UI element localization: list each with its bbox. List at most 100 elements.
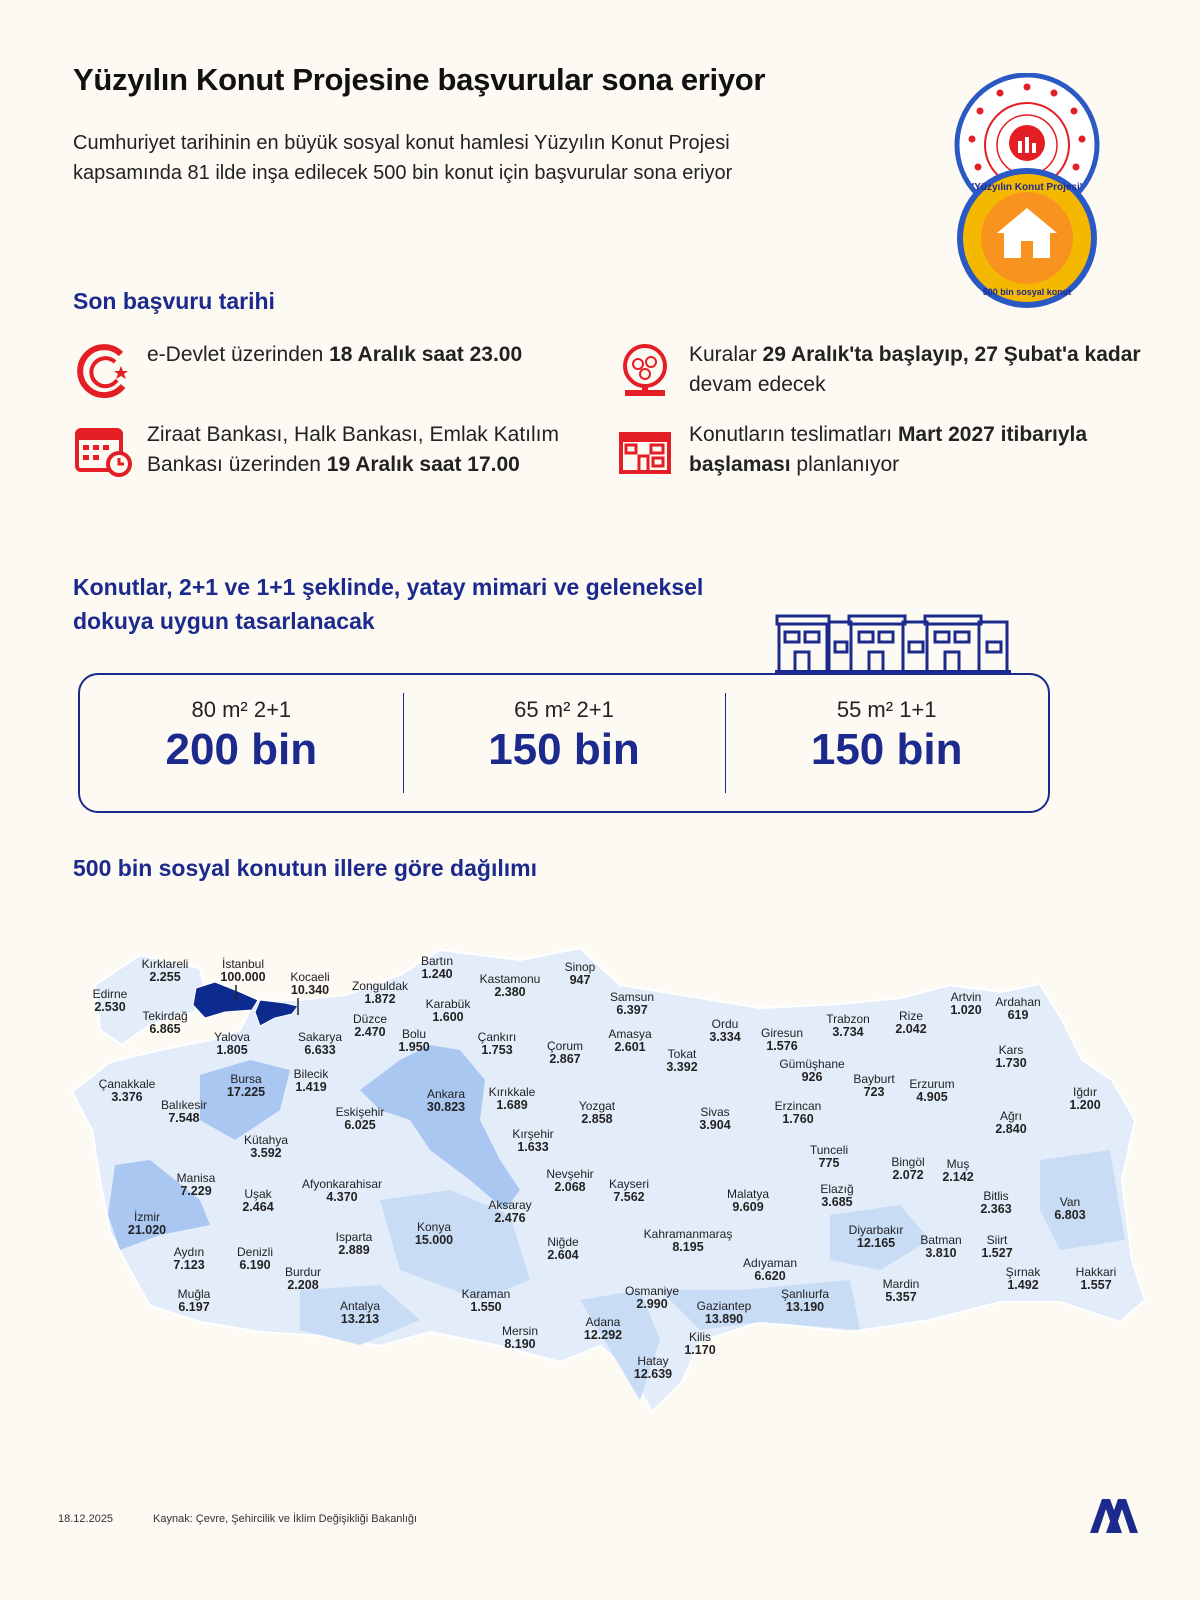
province-value: 6.803 [1054,1208,1086,1222]
province-value: 1.730 [995,1056,1027,1070]
province-label: Eskişehir 6.025 [336,1106,385,1132]
housing-type-55: 55 m² 1+1 150 bin [725,675,1048,811]
province-name: Iğdır [1072,1085,1097,1099]
province-value: 12.292 [583,1328,623,1342]
province-label: Gaziantep 13.890 [697,1300,752,1326]
province-value: 12.639 [633,1367,673,1381]
province-value: 15.000 [414,1233,454,1247]
province-label: Tekirdağ 6.865 [142,1010,187,1036]
province-label: Iğdır 1.200 [1069,1086,1100,1112]
province-value: 7.548 [168,1111,200,1125]
province-value: 1.550 [470,1300,502,1314]
province-name: Afyonkarahisar [301,1177,383,1191]
province-label: Kırklareli 2.255 [142,958,189,984]
province-name: Manisa [176,1171,216,1185]
province-label: Afyonkarahisar 4.370 [302,1178,382,1204]
province-name: Gaziantep [696,1299,752,1313]
province-label: Diyarbakır 12.165 [849,1224,904,1250]
province-label: Samsun 6.397 [610,991,654,1017]
province-label: Yozgat 2.858 [579,1100,615,1126]
province-value: 1.950 [398,1040,430,1054]
province-name: Ağrı [999,1109,1022,1123]
province-label: Ağrı 2.840 [995,1110,1026,1136]
province-value: 30.823 [426,1100,466,1114]
province-label: Bartın 1.240 [421,955,453,981]
province-value: 13.213 [340,1312,380,1326]
province-label: Hakkari 1.557 [1076,1266,1117,1292]
province-value: 5.357 [885,1290,917,1304]
province-value: 7.123 [173,1258,205,1272]
aa-agency-logo [1090,1499,1138,1533]
province-name: Şırnak [1005,1265,1041,1279]
province-label: Muğla 6.197 [178,1288,211,1314]
province-label: Bayburt 723 [853,1073,894,1099]
province-label: Tunceli 775 [810,1144,848,1170]
province-value: 1.020 [950,1003,982,1017]
province-label: İstanbul 100.000 [220,958,265,984]
province-value: 100.000 [220,970,266,984]
province-name: Bartın [420,954,454,968]
province-value: 3.685 [821,1195,853,1209]
province-value: 3.904 [699,1118,731,1132]
calendar-clock-icon [75,428,132,477]
province-label: Bursa 17.225 [227,1073,265,1099]
province-name: Kırıkkale [488,1085,536,1099]
province-name: Kilis [688,1330,711,1344]
province-label: Karabük 1.600 [426,998,471,1024]
province-label: Malatya 9.609 [727,1188,769,1214]
province-label: Gümüşhane 926 [779,1058,844,1084]
type-count: 150 bin [810,725,963,774]
province-name: Ordu [711,1017,739,1031]
province-name: Artvin [950,990,982,1004]
province-value: 1.600 [432,1010,464,1024]
province-value: 8.195 [672,1240,704,1254]
province-name: İzmir [133,1210,160,1224]
province-value: 3.334 [709,1030,741,1044]
province-name: Bayburt [853,1072,895,1086]
type-label: 65 m² 2+1 [514,697,614,722]
province-name: Siirt [986,1233,1008,1247]
province-name: Tunceli [809,1143,849,1157]
province-label: Bitlis 2.363 [980,1190,1011,1216]
province-name: Antalya [339,1299,381,1313]
deadline-item-lottery: Kuralar 29 Aralık'ta başlayıp, 27 Şubat'… [615,340,1155,400]
deadline-item-banks: Ziraat Bankası, Halk Bankası, Emlak Katı… [73,420,603,480]
province-name: Nevşehir [546,1167,594,1181]
province-name: Gümüşhane [779,1057,845,1071]
type-count: 200 bin [165,725,318,774]
province-name: Karabük [425,997,471,1011]
province-value: 2.601 [614,1040,646,1054]
province-name: Elazığ [820,1182,854,1196]
province-value: 13.190 [785,1300,825,1314]
province-label: Kastamonu 2.380 [480,973,541,999]
province-value: 4.370 [326,1190,358,1204]
province-value: 1.689 [496,1098,528,1112]
province-label: Bolu 1.950 [398,1028,429,1054]
province-value: 2.858 [581,1112,613,1126]
province-label: Zonguldak 1.872 [352,980,408,1006]
province-value: 17.225 [226,1085,266,1099]
province-name: Zonguldak [351,979,409,993]
type-label: 55 m² 1+1 [836,697,937,722]
province-label: Adana 12.292 [584,1316,622,1342]
province-value: 2.604 [547,1248,579,1262]
province-value: 1.557 [1080,1278,1112,1292]
province-label: Erzincan 1.760 [775,1100,822,1126]
province-label: Sakarya 6.633 [298,1031,342,1057]
province-value: 6.633 [304,1043,336,1057]
intro-text: Cumhuriyet tarihinin en büyük sosyal kon… [73,132,733,184]
province-label: Edirne 2.530 [93,988,128,1014]
svg-text:'Yüzyılın Konut Projesi': 'Yüzyılın Konut Projesi' [972,182,1082,193]
province-label: Manisa 7.229 [177,1172,216,1198]
province-label: Konya 15.000 [415,1221,453,1247]
svg-text:500 bin sosyal konut: 500 bin sosyal konut [983,287,1072,297]
province-value: 8.190 [504,1337,536,1351]
province-name: Bursa [230,1072,262,1086]
province-name: Niğde [547,1235,579,1249]
province-label: Kocaeli 10.340 [290,971,329,997]
province-value: 6.190 [239,1258,271,1272]
province-label: Siirt 1.527 [981,1234,1012,1260]
province-label: Adıyaman 6.620 [743,1257,797,1283]
building-icon [619,432,671,474]
province-value: 1.492 [1007,1278,1039,1292]
